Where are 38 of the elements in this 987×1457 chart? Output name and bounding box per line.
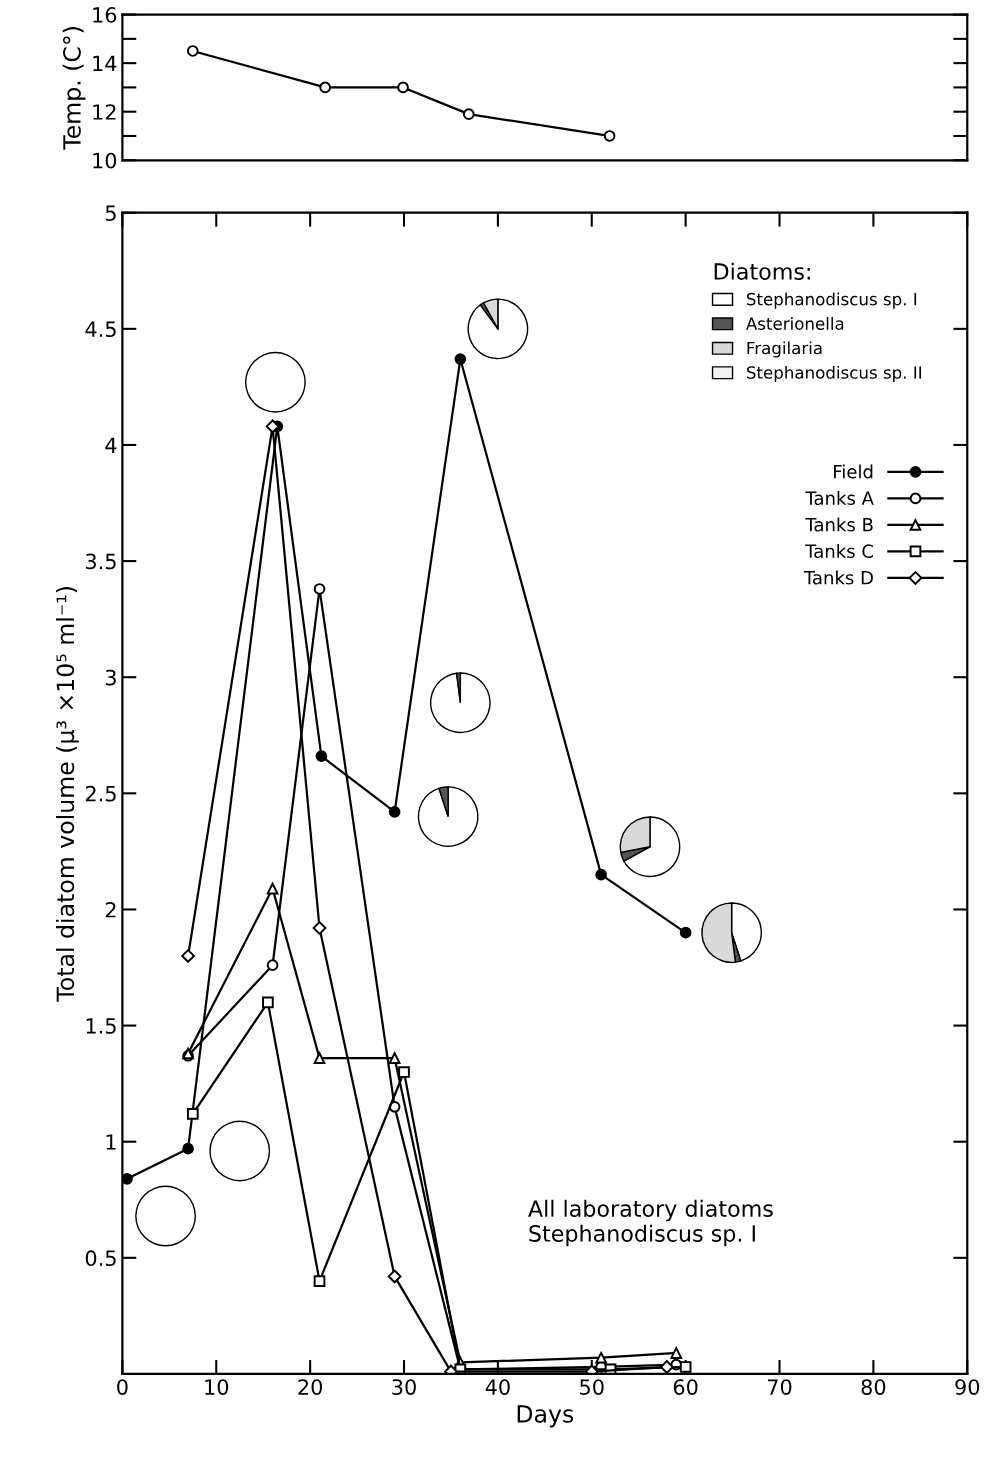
x-tick-label: 90 bbox=[955, 1379, 980, 1395]
y-tick-label: 14 bbox=[93, 55, 117, 72]
legend-label: Stephanodiscus sp. I bbox=[746, 292, 917, 309]
y-tick-label: 5 bbox=[105, 205, 116, 221]
y-tick-label: 4 bbox=[105, 437, 117, 453]
legend-label: Stephanodiscus sp. II bbox=[746, 365, 922, 383]
x-tick-label: 60 bbox=[673, 1379, 698, 1395]
y-tick-label: 1 bbox=[106, 1134, 116, 1150]
y-tick-label: 2 bbox=[105, 901, 116, 918]
legend-label: Field bbox=[834, 464, 873, 479]
y-tick-label: 2.5 bbox=[85, 785, 116, 802]
legend-label: Tanks D bbox=[803, 570, 873, 585]
x-tick-label: 10 bbox=[205, 1379, 229, 1395]
legend-label: Asterionella bbox=[746, 316, 844, 330]
x-axis-title: Days bbox=[517, 1405, 574, 1428]
y-tick-label: 1.5 bbox=[86, 1018, 116, 1034]
x-tick-label: 20 bbox=[298, 1379, 323, 1395]
y-tick-label: 0.5 bbox=[85, 1250, 116, 1267]
y-tick-label: 4.5 bbox=[85, 321, 116, 338]
y-tick-label: 3 bbox=[105, 669, 116, 686]
x-tick-label: 50 bbox=[580, 1379, 604, 1395]
y-tick-label: 3.5 bbox=[85, 553, 116, 570]
legend-label: Fragilaria bbox=[747, 341, 822, 358]
y-axis-title: Total diatom volume (µ³ ×10⁵ ml⁻¹) bbox=[55, 587, 79, 1002]
x-tick-label: 30 bbox=[392, 1379, 416, 1395]
annotation: All laboratory diatoms Stephanodiscus sp. I bbox=[528, 1199, 773, 1247]
x-tick-label: 0 bbox=[117, 1379, 128, 1395]
x-tick-label: 80 bbox=[861, 1379, 886, 1395]
legend-label: Tanks A bbox=[805, 491, 874, 505]
legend-label: Tanks C bbox=[805, 544, 873, 558]
y-tick-label: 12 bbox=[93, 104, 116, 120]
y-tick-label: 10 bbox=[93, 152, 117, 169]
x-tick-label: 70 bbox=[767, 1379, 792, 1395]
legend-label: Tanks B bbox=[805, 517, 873, 532]
legend-title: Diatoms: bbox=[714, 262, 810, 280]
y-axis-title: Temp. (C°) bbox=[62, 27, 86, 150]
y-tick-label: 16 bbox=[93, 7, 117, 23]
x-tick-label: 40 bbox=[485, 1379, 510, 1395]
